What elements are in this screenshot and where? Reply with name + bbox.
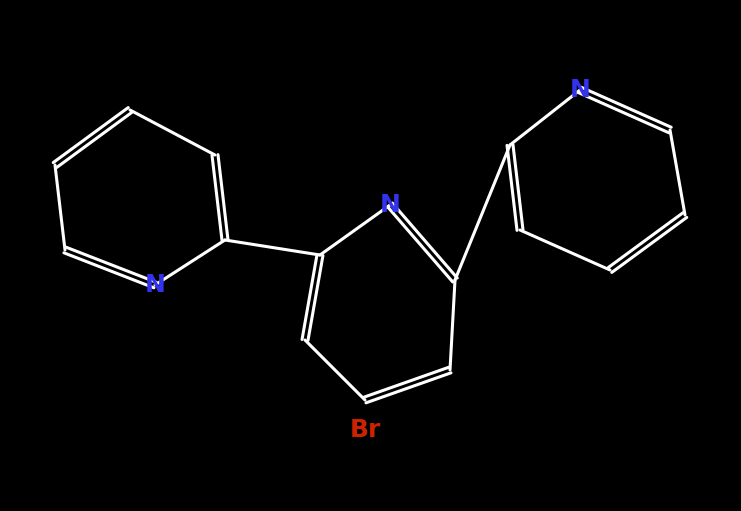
- Text: N: N: [570, 78, 591, 102]
- Text: Br: Br: [349, 418, 381, 442]
- Text: N: N: [144, 273, 165, 297]
- Text: N: N: [379, 193, 400, 217]
